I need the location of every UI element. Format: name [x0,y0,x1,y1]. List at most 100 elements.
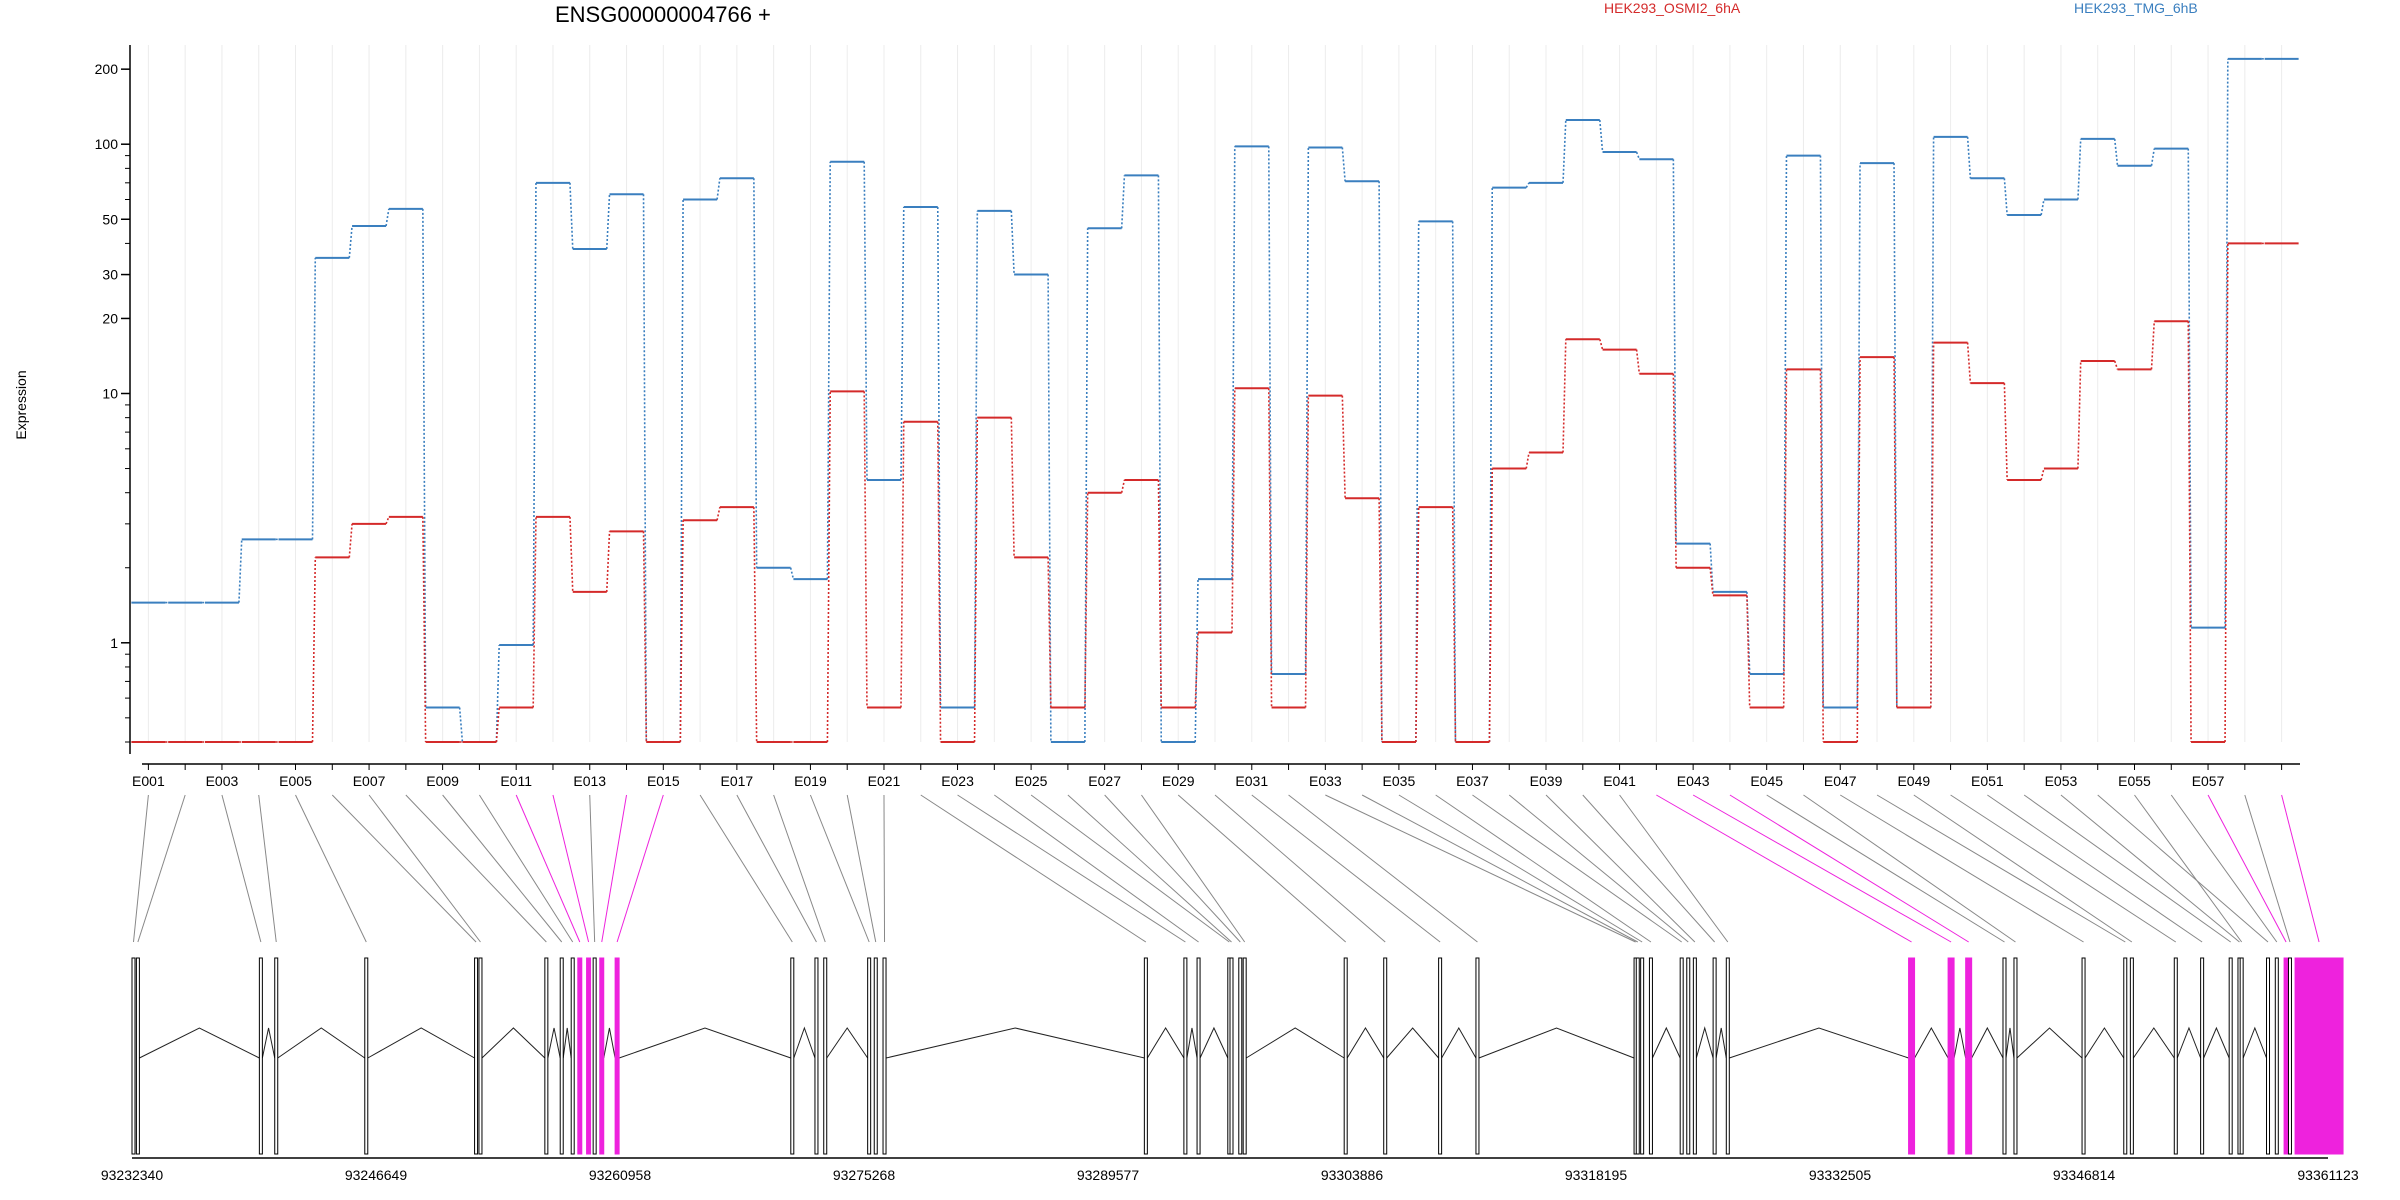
exon-connector [2207,794,2287,943]
series-connector [2113,360,2119,370]
exon-connector [773,794,826,943]
x-tick-label: E003 [206,773,239,789]
exon-block [570,957,575,1155]
exon-block [2200,957,2205,1155]
y-tick-label: 10 [102,386,118,402]
exon-connector [2244,794,2291,943]
series-connector [1525,182,1530,188]
x-tick-label: E015 [647,773,680,789]
series-connector [348,523,353,558]
exon-connector [442,794,563,943]
intron-line [1146,1027,1185,1059]
series-connector [1120,479,1126,493]
series-connector [1893,357,1898,708]
exon-connector [1582,794,1715,943]
intron-line [1478,1027,1635,1059]
exon-block [135,957,140,1155]
exon-block [1383,957,1388,1155]
exon-block [882,957,887,1155]
series-connector [716,506,721,521]
x-tick-label: E019 [794,773,827,789]
series-connector [2150,321,2156,370]
series-connector [1672,373,1677,568]
series-connector [1966,342,1972,384]
exon-block [592,957,597,1155]
series-connector [1378,498,1383,743]
exon-connector-lines [133,794,2320,943]
exon-connector [846,794,877,943]
intron-line [139,1027,260,1059]
series-connector [1341,147,1346,182]
series-connector [2224,58,2229,628]
exon-connector [699,794,793,943]
y-axis-label: Expression [13,370,29,439]
exon-block [2283,957,2289,1155]
intron-line [1651,1026,1681,1059]
x-tick-label: E041 [1603,773,1636,789]
intron-line [2242,1026,2267,1059]
x-tick-label: E045 [1750,773,1783,789]
exon-connector [2097,794,2269,943]
series-connector [1010,210,1015,275]
intron-line [2005,1027,2015,1059]
series-connector [2040,468,2045,481]
exon-block [2013,957,2018,1155]
x-tick-label: E009 [426,773,459,789]
series-connector [1672,159,1677,544]
x-tick-label: E051 [1971,773,2004,789]
coordinate-label: 93361123 [2297,1167,2358,1183]
series-connector [1856,163,1861,708]
chart-title: ENSG00000004766 + [555,2,771,27]
intron-line [1715,1027,1727,1059]
series-connector [1231,146,1236,580]
intron-line [1346,1027,1385,1059]
x-tick-label: E027 [1088,773,1121,789]
series-connector [1599,339,1604,350]
y-tick-label: 50 [102,211,118,227]
series-connector [2003,178,2008,216]
intron-line [618,1027,791,1059]
exon-connector [405,794,547,943]
series-connector [1782,369,1788,708]
exon-connector [1950,794,2177,943]
intron-line [562,1027,572,1059]
series-connector [422,208,427,708]
exon-connector [2281,794,2320,943]
exon-connector [1177,794,1347,943]
x-tick-label: E049 [1897,773,1930,789]
exon-block [586,957,592,1155]
x-tick-label: E053 [2045,773,2078,789]
exon-block [1648,957,1653,1155]
intron-line [1199,1026,1229,1059]
series-connector [1525,452,1530,469]
exon-block [2002,957,2007,1155]
exon-block [1229,957,1234,1155]
exon-connector [1435,794,1652,943]
x-tick-label: E023 [941,773,974,789]
exon-connector [137,794,186,943]
coordinate-label: 93260958 [589,1167,652,1183]
series-connector [1378,181,1383,743]
series-connector [385,516,390,525]
x-tick-label: E025 [1015,773,1048,789]
series-connector [2040,199,2045,216]
exon-block [1908,957,1916,1155]
series-connector [311,557,317,743]
intron-line [2084,1027,2125,1059]
exon-block [2228,957,2233,1155]
exon-block [1640,957,1645,1155]
x-tick-label: E021 [868,773,901,789]
series-connector [605,194,611,250]
exon-connector [1251,794,1441,943]
exon-connector [1692,794,1952,943]
exon-connector [1398,794,1643,943]
exon-block [274,957,279,1155]
series-connector [1893,163,1898,708]
y-tick-label: 100 [95,136,119,152]
exon-connector [1876,794,2126,943]
series-connector [1010,417,1015,558]
series-connector [679,520,684,743]
exon-block [867,957,872,1155]
series-connector [2003,383,2008,480]
x-tick-label: E033 [1309,773,1342,789]
